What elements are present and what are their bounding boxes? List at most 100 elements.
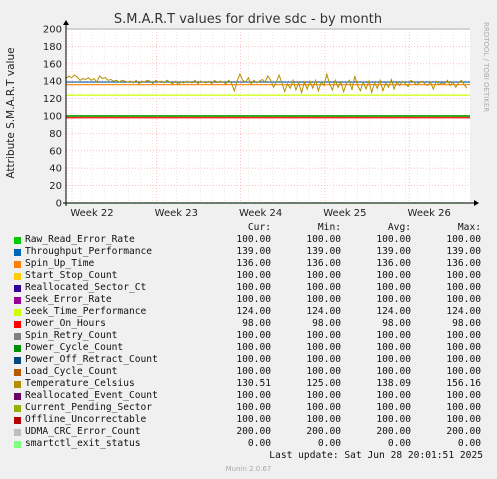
y-tick-label: 40 [49,164,62,175]
legend-avg-value: 100.00 [376,330,411,341]
legend-avg-value: 100.00 [376,342,411,353]
legend-cur-value: 100.00 [236,342,271,353]
legend-min-value: 139.00 [306,246,341,257]
legend-max-value: 100.00 [446,354,481,365]
legend-min-value: 100.00 [306,270,341,281]
legend-avg-value: 100.00 [376,234,411,245]
rrdtool-watermark: RRDTOOL / TOBI OETIKER [482,22,490,112]
y-tick-label: 160 [43,59,62,70]
legend-series-name: Offline_Uncorrectable [25,414,147,425]
legend-cur-value: 124.00 [236,306,271,317]
legend-avg-value: 139.00 [376,246,411,257]
legend-row: Temperature_Celsius 130.51 125.00 138.09 156… [14,378,486,390]
legend-swatch [14,368,21,376]
legend-max-value: 156.16 [446,378,481,389]
legend-cur-value: 100.00 [236,330,271,341]
legend-max-value: 0.00 [457,438,481,449]
y-axis-arrow [63,20,69,25]
legend-max-value: 124.00 [446,306,481,317]
legend-max-value: 100.00 [446,234,481,245]
x-tick-label: Week 23 [155,208,198,219]
legend-row: Start_Stop_Count 100.00 100.00 100.00 100.00 [14,270,486,282]
legend-max-value: 100.00 [446,270,481,281]
legend-min-value: 100.00 [306,366,341,377]
legend-series-name: Raw_Read_Error_Rate [25,234,135,245]
legend-avg-value: 100.00 [376,270,411,281]
y-tick-label: 60 [49,146,62,157]
legend-cur-value: 200.00 [236,426,271,437]
legend-avg-value: 124.00 [376,306,411,317]
legend-avg-value: 138.09 [376,378,411,389]
legend-min-value: 100.00 [306,342,341,353]
legend-max-value: 139.00 [446,246,481,257]
header-max: Max: [457,222,481,233]
legend-series-name: Throughput_Performance [25,246,153,257]
legend-series-name: Power_Off_Retract_Count [25,354,158,365]
legend-cur-value: 0.00 [247,438,271,449]
legend-cur-value: 139.00 [236,246,271,257]
legend-max-value: 100.00 [446,282,481,293]
header-cur: Cur: [247,222,271,233]
legend-series-name: Seek_Time_Performance [25,306,147,317]
legend-max-value: 100.00 [446,330,481,341]
legend-swatch [14,260,21,268]
munin-version: Munin 2.0.67 [225,465,272,473]
legend: Cur: Min: Avg: Max: Raw_Read_Error_Rate 1… [14,222,486,450]
legend-max-value: 100.00 [446,342,481,353]
legend-min-value: 100.00 [306,234,341,245]
legend-swatch [14,332,21,340]
legend-cur-value: 100.00 [236,294,271,305]
legend-cur-value: 98.00 [242,318,271,329]
legend-series-name: Start_Stop_Count [25,270,118,281]
y-tick-label: 100 [43,112,62,123]
legend-max-value: 100.00 [446,366,481,377]
x-tick-label: Week 25 [323,208,366,219]
header-min: Min: [317,222,341,233]
legend-max-value: 98.00 [452,318,481,329]
legend-swatch [14,392,21,400]
legend-series-name: Reallocated_Event_Count [25,390,158,401]
legend-cur-value: 100.00 [236,366,271,377]
x-tick-label: Week 22 [70,208,113,219]
legend-swatch [14,236,21,244]
legend-row: Power_Off_Retract_Count 100.00 100.00 100.0… [14,354,486,366]
legend-min-value: 0.00 [317,438,341,449]
legend-cur-value: 100.00 [236,354,271,365]
y-tick-label: 20 [49,181,62,192]
legend-series-name: Seek_Error_Rate [25,294,112,305]
legend-row: Reallocated_Event_Count 100.00 100.00 100.0… [14,390,486,402]
legend-row: Reallocated_Sector_Ct 100.00 100.00 100.00 1… [14,282,486,294]
legend-swatch [14,380,21,388]
legend-series-name: Temperature_Celsius [25,378,135,389]
chart-title: S.M.A.R.T values for drive sdc - by mont… [114,12,382,27]
legend-max-value: 136.00 [446,258,481,269]
legend-min-value: 100.00 [306,282,341,293]
legend-series-name: Current_Pending_Sector [25,402,153,413]
y-tick-label: 120 [43,94,62,105]
legend-row: Spin_Up_Time 136.00 136.00 136.00 136.00 [14,258,486,270]
legend-swatch [14,320,21,328]
legend-avg-value: 100.00 [376,402,411,413]
x-tick-label: Week 26 [408,208,451,219]
legend-cur-value: 130.51 [236,378,271,389]
legend-max-value: 100.00 [446,414,481,425]
y-tick-label: 80 [49,129,62,140]
legend-series-name: Power_On_Hours [25,318,106,329]
legend-cur-value: 100.00 [236,390,271,401]
legend-avg-value: 100.00 [376,390,411,401]
legend-min-value: 100.00 [306,330,341,341]
legend-max-value: 100.00 [446,402,481,413]
legend-avg-value: 98.00 [382,318,411,329]
legend-row: Current_Pending_Sector 100.00 100.00 100.00… [14,402,486,414]
legend-cur-value: 100.00 [236,414,271,425]
legend-header: Cur: Min: Avg: Max: [14,222,486,234]
y-tick-label: 140 [43,77,62,88]
legend-series-name: UDMA_CRC_Error_Count [25,426,141,437]
legend-cur-value: 100.00 [236,270,271,281]
legend-max-value: 100.00 [446,294,481,305]
legend-avg-value: 0.00 [387,438,411,449]
x-axis-arrow [474,200,479,206]
legend-min-value: 136.00 [306,258,341,269]
legend-series-name: Spin_Retry_Count [25,330,118,341]
last-update: Last update: Sat Jun 28 20:01:51 2025 [269,450,483,461]
